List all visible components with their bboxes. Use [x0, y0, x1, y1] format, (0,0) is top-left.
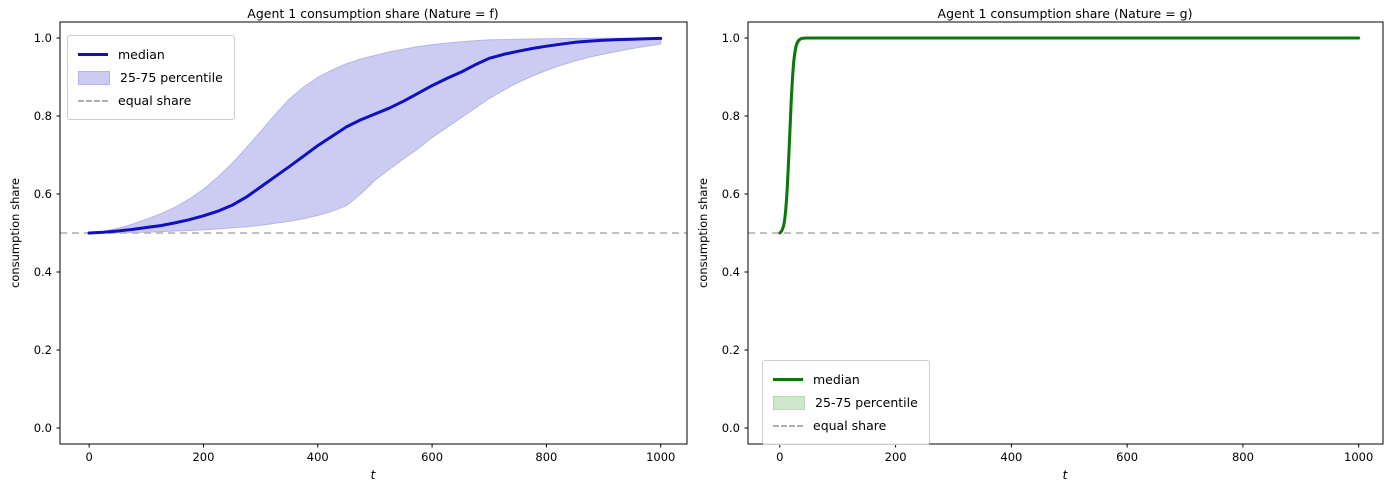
panel-0: 0 200 400 600 800 1000 0.0 0.2 0.4 0.6 0.8 1.0 — [34, 21, 688, 464]
legend-label-0: median — [118, 47, 165, 62]
y-tick-label: 0.4 — [722, 265, 740, 279]
legend-label-1: 25-75 percentile — [120, 70, 223, 85]
legend-item-1: 25-75 percentile — [78, 66, 223, 89]
legend-swatch-0 — [773, 378, 803, 381]
legend-swatch-1 — [773, 395, 805, 410]
legend-nature-g: median 25-75 percentile equal share — [762, 360, 930, 445]
legend-item-1: 25-75 percentile — [773, 391, 918, 414]
x-tick-label: 1000 — [1344, 450, 1373, 464]
x-tick-label: 400 — [307, 450, 329, 464]
y-tick-label: 0.0 — [722, 421, 740, 435]
legend-item-2: equal share — [78, 89, 223, 112]
x-tick-label: 200 — [885, 450, 907, 464]
legend-swatch-0 — [78, 53, 108, 56]
percentile-band — [779, 37, 1359, 234]
plot-border — [59, 21, 688, 445]
y-tick-label: 1.0 — [722, 31, 740, 45]
y-tick-label: 0.6 — [722, 187, 740, 201]
panel-1: 0 200 400 600 800 1000 0.0 0.2 0.4 0.6 0.8 1.0 — [722, 21, 1384, 464]
x-tick-label: 1000 — [646, 450, 675, 464]
legend-label-0: median — [813, 372, 860, 387]
y-tick-label: 0.6 — [34, 187, 52, 201]
legend-item-0: median — [773, 368, 918, 391]
legend-item-0: median — [78, 43, 223, 66]
y-axis-label-right: consumption share — [696, 178, 710, 288]
y-tick-label: 1.0 — [34, 31, 52, 45]
x-tick-label: 0 — [85, 450, 92, 464]
chart-title-nature-f: Agent 1 consumption share (Nature = f) — [247, 6, 499, 21]
x-tick-label: 0 — [776, 450, 783, 464]
x-tick-label: 800 — [535, 450, 557, 464]
legend-item-2: equal share — [773, 414, 918, 437]
chart-title-nature-g: Agent 1 consumption share (Nature = g) — [937, 6, 1193, 21]
legend-label-1: 25-75 percentile — [815, 395, 918, 410]
y-tick-label: 0.2 — [34, 343, 52, 357]
legend-swatch-2 — [78, 99, 108, 102]
y-tick-label: 0.8 — [722, 109, 740, 123]
x-tick-label: 600 — [421, 450, 443, 464]
y-tick-label: 0.0 — [34, 421, 52, 435]
x-tick-label: 200 — [192, 450, 214, 464]
median-line — [87, 36, 663, 235]
legend-label-2: equal share — [813, 418, 887, 433]
y-axis-label-left: consumption share — [8, 178, 22, 288]
x-axis-label-right: t — [1062, 467, 1068, 482]
y-tick-label: 0.4 — [34, 265, 52, 279]
y-tick-label: 0.2 — [722, 343, 740, 357]
legend-label-2: equal share — [118, 93, 192, 108]
x-tick-label: 600 — [1116, 450, 1138, 464]
x-axis-label-left: t — [370, 467, 376, 482]
y-tick-label: 0.8 — [34, 109, 52, 123]
legend-swatch-2 — [773, 424, 803, 427]
x-tick-label: 800 — [1232, 450, 1254, 464]
percentile-band — [89, 37, 662, 234]
legend-nature-f: median 25-75 percentile equal share — [67, 35, 235, 120]
median-line — [778, 36, 1361, 235]
plot-border — [747, 21, 1384, 445]
legend-swatch-1 — [78, 70, 110, 85]
x-tick-label: 400 — [1000, 450, 1022, 464]
